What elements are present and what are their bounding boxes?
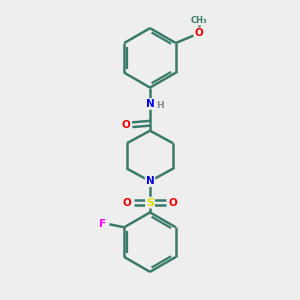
Text: O: O [123, 198, 131, 208]
Text: N: N [146, 99, 154, 109]
Text: CH₃: CH₃ [190, 16, 207, 25]
Text: S: S [146, 198, 154, 208]
Text: O: O [122, 120, 130, 130]
Text: F: F [99, 219, 106, 229]
Text: O: O [169, 198, 177, 208]
Text: O: O [194, 28, 203, 38]
Text: H: H [156, 101, 163, 110]
Text: N: N [146, 176, 154, 186]
